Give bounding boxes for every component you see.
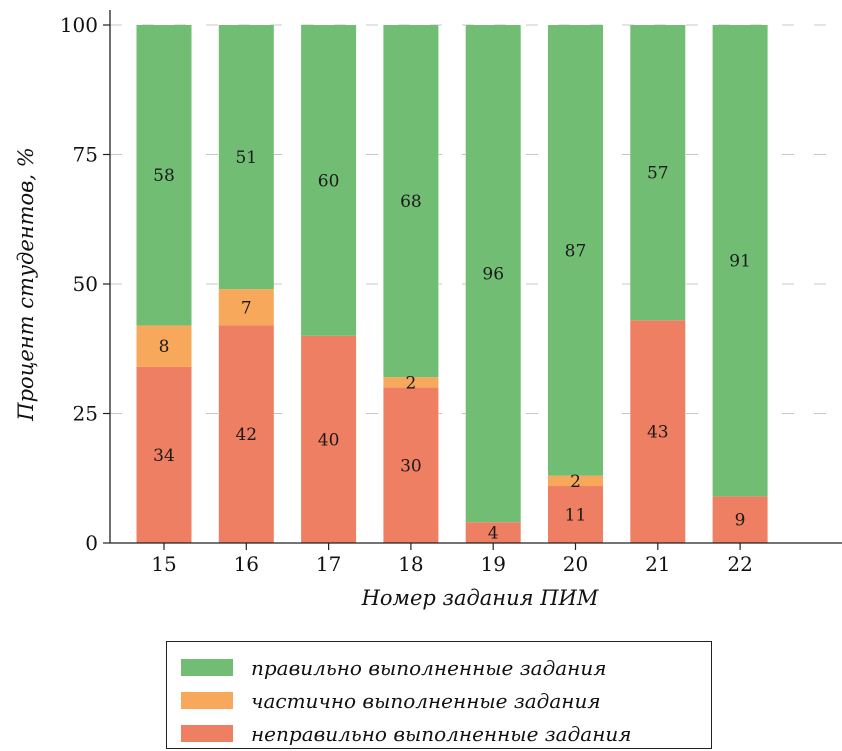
bar-segment <box>465 25 521 523</box>
legend-swatch-incorrect <box>181 725 233 742</box>
bar-segment <box>548 25 603 476</box>
legend-label-partial: частично выполненные задания <box>251 688 601 713</box>
x-tick-label: 20 <box>563 552 588 576</box>
legend-item-partial: частично выполненные задания <box>181 684 711 717</box>
y-axis-title: Процент студентов, % <box>14 147 38 421</box>
x-tick-label: 19 <box>480 552 505 576</box>
data-label: 11 <box>565 506 587 526</box>
data-label: 2 <box>570 472 581 492</box>
bar-segment <box>136 366 192 543</box>
bar-segment <box>218 25 274 290</box>
legend-label-incorrect: неправильно выполненные задания <box>251 721 632 746</box>
bar-segment <box>383 387 439 543</box>
x-axis-title: Номер задания ПИМ <box>361 586 599 610</box>
bar-segment <box>465 522 521 543</box>
data-label: 2 <box>405 373 416 393</box>
data-label: 91 <box>729 252 751 272</box>
legend-item-incorrect: неправильно выполненные задания <box>181 717 711 750</box>
stacked-bar-chart: 34 8 58 42 7 51 40 60 30 2 68 4 96 11 2 87 43 57 9 91 0 25 50 7… <box>14 10 842 610</box>
bar-segment <box>218 289 274 326</box>
legend-label-correct: правильно выполненные задания <box>251 655 607 680</box>
bar-segment <box>630 25 686 321</box>
bar-segment <box>136 25 192 326</box>
data-label: 57 <box>647 164 669 184</box>
y-tick-label: 50 <box>73 272 98 296</box>
data-label: 34 <box>153 446 175 466</box>
x-tick-label: 22 <box>727 552 752 576</box>
data-label: 96 <box>482 265 504 285</box>
data-label: 30 <box>400 456 422 476</box>
data-label: 7 <box>241 298 252 318</box>
x-tick-label: 18 <box>398 552 423 576</box>
bar-segment <box>383 377 439 388</box>
legend-item-correct: правильно выполненные задания <box>181 651 711 684</box>
y-tick-label: 25 <box>73 402 98 426</box>
legend: правильно выполненные задания частично в… <box>166 641 712 749</box>
bar-segment <box>712 496 768 543</box>
data-label: 60 <box>318 171 340 191</box>
bar-segment <box>630 320 686 543</box>
bar-segment <box>136 325 192 367</box>
x-tick-label: 17 <box>316 552 341 576</box>
x-tick-label: 15 <box>151 552 176 576</box>
legend-swatch-correct <box>181 659 233 676</box>
x-tick-label: 21 <box>645 552 670 576</box>
y-tick-label: 100 <box>60 13 98 37</box>
bar-segment <box>548 486 603 543</box>
bar-segment <box>301 25 357 336</box>
data-label: 4 <box>488 524 499 544</box>
bar-segment <box>301 335 357 543</box>
bar-segment <box>383 25 439 378</box>
data-label: 68 <box>400 192 422 212</box>
data-label: 8 <box>159 337 170 357</box>
bar-segment <box>218 325 274 543</box>
data-label: 87 <box>565 241 587 261</box>
bar-segment <box>548 475 603 487</box>
data-label: 40 <box>318 430 340 450</box>
y-tick-label: 0 <box>85 531 98 555</box>
data-label: 58 <box>153 166 175 186</box>
data-label: 9 <box>735 511 746 531</box>
bar-segment <box>712 25 768 497</box>
data-label: 51 <box>235 148 257 168</box>
legend-swatch-partial <box>181 692 233 709</box>
data-label: 43 <box>647 423 669 443</box>
data-label: 42 <box>235 425 257 445</box>
x-tick-label: 16 <box>234 552 259 576</box>
y-tick-label: 75 <box>73 143 98 167</box>
